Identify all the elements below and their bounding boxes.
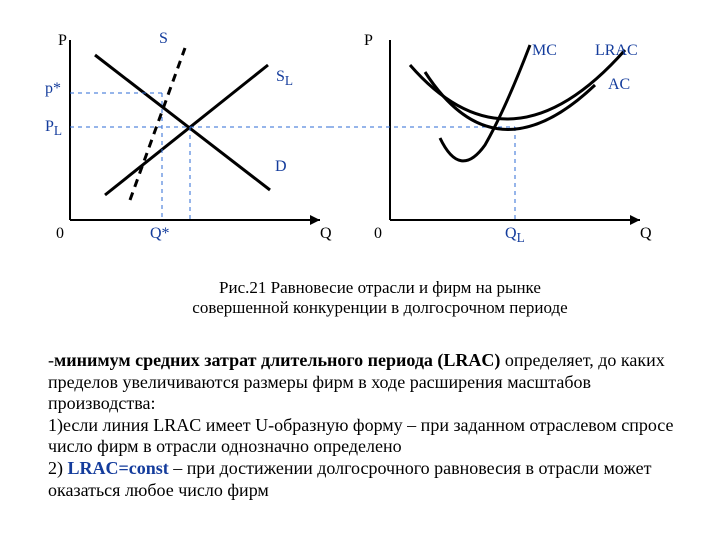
page: P S SL p* PL D 0 Q* Q P M	[0, 0, 720, 540]
left-pstar-label: p*	[45, 80, 61, 98]
body-line-3a: 2)	[48, 458, 68, 478]
left-D-label: D	[275, 158, 287, 176]
body-bold-1: минимум средних затрат длительного перио…	[54, 350, 500, 370]
body-blue-3b: LRAC=const	[68, 458, 169, 478]
left-PL-label: PL	[45, 118, 62, 139]
left-zero-label: 0	[56, 225, 64, 243]
body-text: -минимум средних затрат длительного пери…	[48, 350, 678, 501]
body-line-2: 1)если линия LRAC имеет U-образную форму…	[48, 415, 674, 457]
left-P-label: P	[58, 32, 67, 50]
figure-caption: Рис.21 Равновесие отрасли и фирм на рынк…	[180, 278, 580, 317]
right-QL-label: QL	[505, 225, 525, 246]
right-chart	[370, 30, 650, 240]
right-LRAC-label: LRAC	[595, 42, 638, 60]
right-zero-label: 0	[374, 225, 382, 243]
right-MC-label: MC	[532, 42, 557, 60]
charts-row: P S SL p* PL D 0 Q* Q P M	[50, 30, 670, 260]
left-chart	[50, 30, 330, 240]
left-S-label: S	[159, 30, 168, 48]
left-Qstar-label: Q*	[150, 225, 170, 243]
right-P-label: P	[364, 32, 373, 50]
right-Q-label: Q	[640, 225, 652, 243]
left-SL-label: SL	[276, 68, 293, 89]
right-AC-label: AC	[608, 76, 630, 94]
